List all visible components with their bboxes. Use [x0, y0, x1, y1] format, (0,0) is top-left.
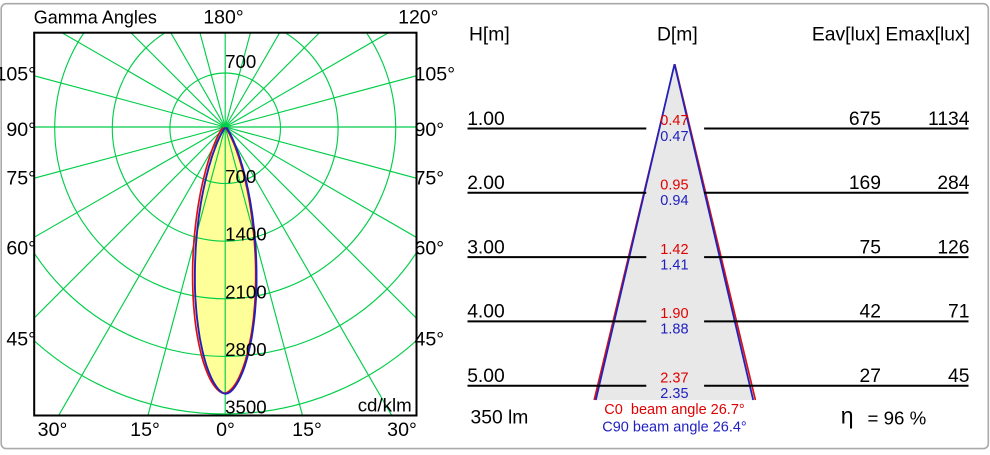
svg-text:75°: 75°	[6, 168, 36, 190]
svg-text:1.42: 1.42	[660, 242, 688, 258]
svg-text:45°: 45°	[415, 329, 445, 351]
svg-text:675: 675	[849, 109, 881, 130]
svg-text:45: 45	[948, 366, 969, 387]
svg-text:Gamma Angles: Gamma Angles	[34, 8, 157, 28]
svg-text:1.88: 1.88	[660, 322, 688, 338]
svg-text:120°: 120°	[398, 6, 438, 28]
svg-text:42: 42	[860, 302, 881, 323]
svg-text:5.00: 5.00	[467, 366, 505, 387]
svg-text:27: 27	[860, 366, 881, 387]
svg-text:105°: 105°	[415, 63, 456, 85]
svg-text:4.00: 4.00	[467, 302, 505, 323]
svg-text:2.00: 2.00	[467, 173, 505, 194]
svg-text:1.00: 1.00	[467, 109, 505, 130]
svg-text:15°: 15°	[292, 419, 322, 441]
svg-text:700: 700	[225, 166, 256, 187]
svg-text:75°: 75°	[415, 168, 445, 190]
svg-text:2.35: 2.35	[660, 386, 688, 402]
svg-text:1.41: 1.41	[660, 257, 688, 273]
svg-text:90°: 90°	[415, 119, 445, 141]
svg-text:C90 beam angle 26.4°: C90 beam angle 26.4°	[602, 419, 746, 435]
svg-text:126: 126	[937, 237, 969, 258]
svg-text:1400: 1400	[225, 224, 267, 245]
svg-text:1.90: 1.90	[660, 306, 688, 322]
svg-text:3.00: 3.00	[467, 237, 505, 258]
svg-text:180°: 180°	[203, 6, 243, 28]
svg-text:0°: 0°	[216, 419, 235, 441]
svg-text:350 lm: 350 lm	[471, 408, 529, 429]
svg-text:15°: 15°	[130, 419, 160, 441]
svg-text:700: 700	[225, 51, 256, 72]
svg-text:75: 75	[860, 237, 881, 258]
svg-text:105°: 105°	[0, 63, 36, 85]
svg-text:C0 beam angle 26.7°: C0 beam angle 26.7°	[604, 402, 744, 418]
svg-text:0.47: 0.47	[660, 129, 688, 145]
svg-text:D[m]: D[m]	[657, 25, 698, 46]
svg-text:2.37: 2.37	[660, 370, 688, 386]
svg-text:71: 71	[948, 302, 969, 323]
svg-text:1134: 1134	[928, 109, 970, 130]
svg-text:2800: 2800	[225, 339, 267, 360]
svg-text:30°: 30°	[387, 419, 417, 441]
svg-text:2100: 2100	[225, 281, 267, 302]
svg-text:3500: 3500	[225, 397, 267, 418]
svg-text:0.94: 0.94	[660, 193, 688, 209]
svg-text:30°: 30°	[38, 419, 68, 441]
svg-text:Eav[lux]: Eav[lux]	[812, 25, 881, 46]
svg-text:H[m]: H[m]	[469, 25, 510, 46]
svg-text:= 96 %: = 96 %	[868, 408, 927, 429]
svg-text:60°: 60°	[6, 238, 36, 260]
svg-text:90°: 90°	[6, 119, 36, 141]
svg-text:169: 169	[849, 173, 881, 194]
svg-text:0.95: 0.95	[660, 178, 688, 194]
svg-text:Emax[lux]: Emax[lux]	[885, 25, 970, 46]
svg-text:η: η	[841, 403, 854, 429]
svg-text:cd/klm: cd/klm	[358, 395, 412, 416]
svg-text:45°: 45°	[6, 329, 36, 351]
svg-text:0.47: 0.47	[660, 113, 688, 129]
svg-text:60°: 60°	[415, 238, 445, 260]
svg-text:284: 284	[937, 173, 969, 194]
